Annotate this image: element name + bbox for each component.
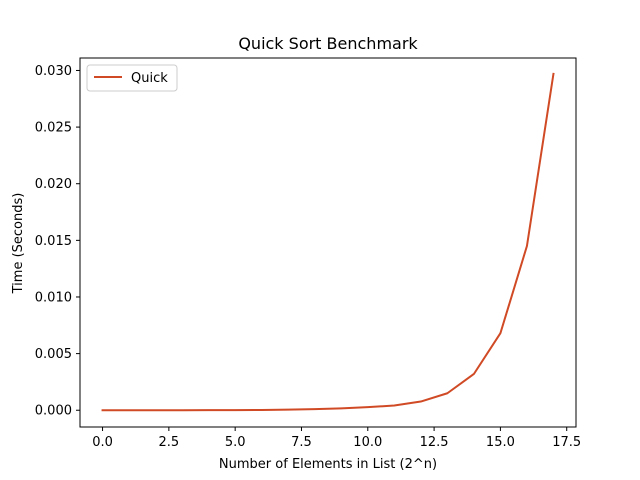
y-tick-label: 0.000 (35, 404, 72, 419)
y-tick-label: 0.025 (35, 121, 72, 136)
legend: Quick (87, 65, 177, 91)
y-tick-label: 0.020 (35, 177, 72, 192)
y-axis-title: Time (Seconds) (11, 193, 26, 295)
x-tick-label: 7.5 (291, 435, 312, 450)
y-tick-label: 0.015 (35, 234, 72, 249)
x-tick-label: 5.0 (225, 435, 246, 450)
x-tick-label: 0.0 (92, 435, 113, 450)
y-tick-label: 0.010 (35, 290, 72, 305)
x-tick-label: 10.0 (353, 435, 382, 450)
x-axis-title: Number of Elements in List (2^n) (219, 457, 437, 472)
x-tick-label: 17.5 (552, 435, 581, 450)
legend-label: Quick (131, 71, 168, 86)
x-tick-label: 15.0 (486, 435, 515, 450)
x-tick-label: 2.5 (159, 435, 180, 450)
y-tick-label: 0.005 (35, 347, 72, 362)
y-tick-label: 0.030 (35, 64, 72, 79)
x-tick-label: 12.5 (420, 435, 449, 450)
chart-title: Quick Sort Benchmark (238, 34, 418, 53)
